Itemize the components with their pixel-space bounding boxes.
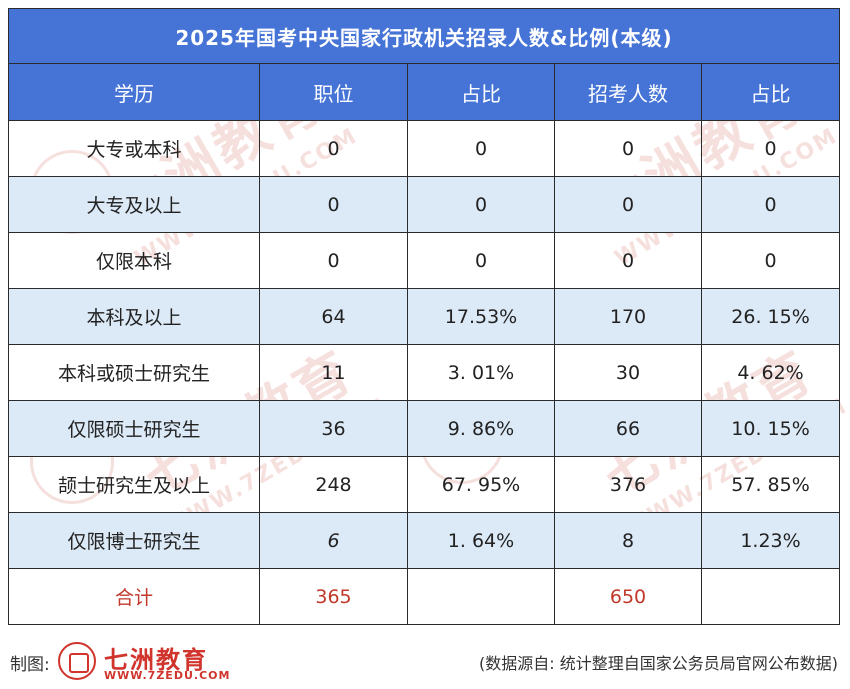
cell-positions: 0 (259, 176, 408, 233)
cell-education: 大专或本科 (8, 120, 260, 177)
cell-hires-ratio: 1.23% (700, 512, 841, 569)
cell-education: 本科或硕士研究生 (8, 344, 260, 401)
cell-hires: 0 (554, 176, 702, 233)
cell-hires: 0 (554, 232, 702, 289)
cell-education: 本科及以上 (8, 288, 260, 345)
cell-hires: 0 (554, 120, 702, 177)
header-hires: 招考人数 (554, 63, 702, 121)
table-row: 仅限博士研究生 6 1. 64% 8 1.23% (8, 512, 841, 569)
cell-positions-ratio: 9. 86% (407, 400, 555, 457)
total-hires: 650 (554, 568, 702, 625)
cell-positions-ratio: 3. 01% (407, 344, 555, 401)
table-row: 仅限本科 0 0 0 0 (8, 232, 841, 289)
table-row: 大专或本科 0 0 0 0 (8, 120, 841, 177)
data-source: (数据源自: 统计整理自国家公务员局官网公布数据) (479, 654, 838, 673)
header-education: 学历 (8, 63, 260, 121)
cell-positions-ratio: 0 (407, 176, 555, 233)
total-hires-ratio (700, 568, 841, 625)
brand-logo: 七洲教育 WWW.7ZEDU.COM (58, 640, 233, 684)
cell-hires: 8 (554, 512, 702, 569)
cell-education: 仅限硕士研究生 (8, 400, 260, 457)
table-title: 2025年国考中央国家行政机关招录人数&比例(本级) (7, 8, 841, 64)
cell-positions: 248 (259, 456, 408, 513)
cell-hires-ratio: 10. 15% (700, 400, 841, 457)
cell-positions-ratio: 67. 95% (407, 456, 555, 513)
cell-positions-ratio: 17.53% (407, 288, 555, 345)
cell-positions-ratio: 0 (407, 232, 555, 289)
credit-label: 制图: (10, 655, 50, 675)
footer: 制图: 七洲教育 WWW.7ZEDU.COM (数据源自: 统计整理自国家公务员… (0, 636, 850, 689)
cell-hires-ratio: 4. 62% (700, 344, 841, 401)
total-positions: 365 (259, 568, 408, 625)
cell-education: 仅限博士研究生 (8, 512, 260, 569)
cell-positions: 6 (259, 512, 408, 569)
cell-education: 颉士研究生及以上 (8, 456, 260, 513)
header-hires-ratio: 占比 (700, 63, 841, 121)
cell-hires: 170 (554, 288, 702, 345)
logo-name: 七洲教育 (104, 646, 208, 674)
total-positions-ratio (407, 568, 555, 625)
total-row: 合计 365 650 (8, 568, 841, 625)
stats-table-container: 2025年国考中央国家行政机关招录人数&比例(本级) 学历 职位 占比 招考人数… (7, 8, 841, 625)
cell-hires-ratio: 0 (700, 120, 841, 177)
cell-positions: 36 (259, 400, 408, 457)
header-positions: 职位 (259, 63, 408, 121)
total-label: 合计 (8, 568, 260, 625)
stats-table: 2025年国考中央国家行政机关招录人数&比例(本级) 学历 职位 占比 招考人数… (7, 8, 841, 625)
cell-hires: 376 (554, 456, 702, 513)
cell-hires: 66 (554, 400, 702, 457)
table-row: 颉士研究生及以上 248 67. 95% 376 57. 85% (8, 456, 841, 513)
table-row: 大专及以上 0 0 0 0 (8, 176, 841, 233)
cell-positions-ratio: 0 (407, 120, 555, 177)
cell-positions: 0 (259, 232, 408, 289)
cell-positions: 11 (259, 344, 408, 401)
cell-positions: 64 (259, 288, 408, 345)
logo-url: WWW.7ZEDU.COM (104, 669, 231, 682)
table-row: 仅限硕士研究生 36 9. 86% 66 10. 15% (8, 400, 841, 457)
cell-hires: 30 (554, 344, 702, 401)
table-row: 本科或硕士研究生 11 3. 01% 30 4. 62% (8, 344, 841, 401)
cell-education: 大专及以上 (8, 176, 260, 233)
cell-positions: 0 (259, 120, 408, 177)
table-row: 本科及以上 64 17.53% 170 26. 15% (8, 288, 841, 345)
logo-seal-icon (58, 642, 96, 680)
cell-hires-ratio: 57. 85% (700, 456, 841, 513)
cell-education: 仅限本科 (8, 232, 260, 289)
header-row: 学历 职位 占比 招考人数 占比 (8, 63, 841, 121)
cell-hires-ratio: 0 (700, 176, 841, 233)
cell-hires-ratio: 0 (700, 232, 841, 289)
cell-hires-ratio: 26. 15% (700, 288, 841, 345)
header-positions-ratio: 占比 (407, 63, 555, 121)
cell-positions-ratio: 1. 64% (407, 512, 555, 569)
